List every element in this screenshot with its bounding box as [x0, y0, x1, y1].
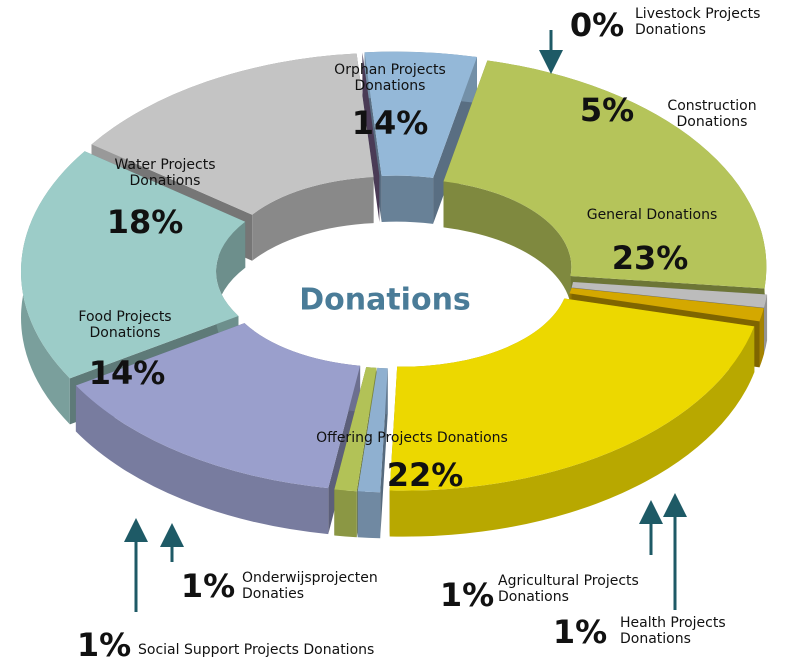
- segment-label: Onderwijsprojecten Donaties: [242, 570, 378, 602]
- segment: [334, 367, 377, 492]
- chart-title: Donations: [299, 282, 471, 318]
- value-label: 14%: [351, 104, 429, 142]
- segment: [569, 288, 764, 322]
- arrows: [124, 30, 687, 612]
- segment-inner-side: [252, 177, 374, 261]
- value-label: 1%: [76, 626, 132, 664]
- value-label: 22%: [386, 456, 464, 494]
- value-label: 1%: [439, 576, 495, 614]
- segment: [364, 51, 477, 178]
- segment-side: [334, 489, 357, 538]
- value-label: 1%: [180, 567, 236, 605]
- segment: [571, 282, 768, 308]
- segment-side: [389, 326, 755, 537]
- value-label: 1%: [552, 613, 608, 651]
- segment-side: [75, 385, 329, 535]
- segment-end: [364, 52, 477, 224]
- value-label: 18%: [106, 203, 184, 241]
- segment-label: Livestock Projects Donations: [635, 6, 761, 38]
- segment-label: Health Projects Donations: [620, 615, 726, 647]
- segment: [21, 151, 246, 379]
- segment-end: [362, 52, 380, 222]
- segment-label: Social Support Projects Donations: [138, 642, 375, 658]
- segment: [389, 298, 755, 491]
- segment: [91, 53, 374, 215]
- value-label: 0%: [569, 6, 625, 44]
- value-label: 5%: [579, 91, 635, 129]
- segment: [443, 60, 767, 289]
- segment-side: [759, 308, 764, 368]
- segment-label: Offering Projects Donations: [316, 430, 508, 446]
- value-label: 14%: [88, 354, 166, 392]
- segment-label: Food Projects Donations: [78, 309, 172, 341]
- segment-label: General Donations: [586, 207, 718, 223]
- segment-inner-side: [381, 175, 434, 224]
- segment-label: Agricultural Projects Donations: [498, 573, 639, 605]
- segment: [75, 323, 361, 489]
- segment-label: Orphan Projects Donations: [334, 62, 446, 94]
- segment: [357, 367, 388, 493]
- value-label: 23%: [611, 239, 689, 277]
- segment-inner-side: [443, 181, 572, 323]
- segments: [21, 51, 768, 539]
- segment-label: Water Projects Donations: [114, 157, 216, 189]
- segment-label: Construction Donations: [667, 98, 757, 130]
- segment-side: [357, 491, 381, 539]
- segment-side: [764, 294, 768, 354]
